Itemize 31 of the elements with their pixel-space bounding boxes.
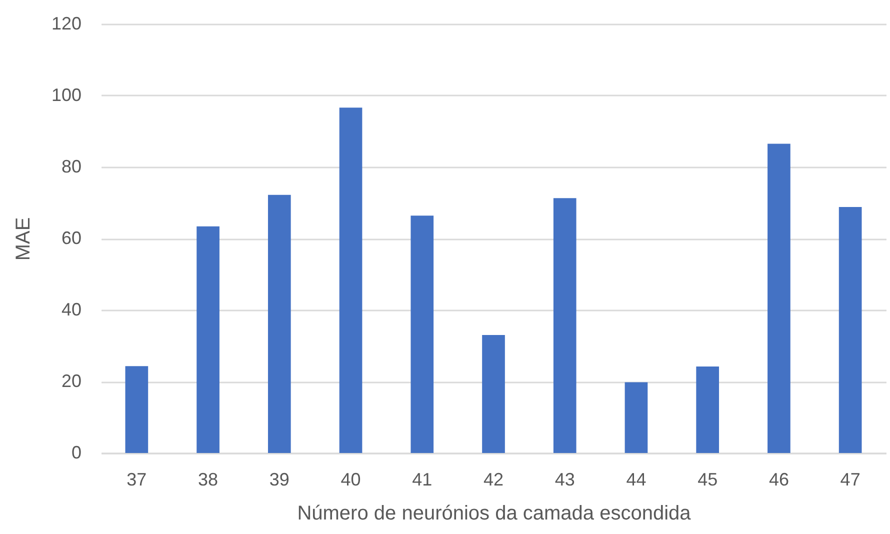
y-tick-label: 80 [61,156,82,176]
bar [696,366,720,453]
y-tick-label: 120 [51,14,82,34]
bar [838,207,862,453]
x-tick-label: 44 [626,470,646,490]
x-tick-label: 47 [840,470,860,490]
y-tick-label: 100 [51,85,82,105]
bar [339,108,362,453]
x-tick-label: 45 [698,470,718,490]
bar [482,335,505,453]
bar [768,144,790,453]
x-tick-label: 42 [483,470,504,490]
y-tick-label: 40 [61,300,82,320]
x-tick-label: 38 [198,470,218,490]
bar [553,198,576,453]
x-tick-label: 37 [126,470,147,490]
bar [624,382,648,453]
x-tick-label: 43 [554,470,575,490]
x-tick-label: 46 [768,470,789,490]
bar [410,216,434,453]
y-axis-title: MAE [12,217,34,261]
y-tick-label: 0 [71,442,82,462]
bar [268,194,291,453]
y-tick-label: 60 [61,228,82,248]
x-tick-label: 40 [340,470,361,490]
y-tick-label: 20 [61,371,82,391]
x-axis-title: Número de neurónios da camada escondida [297,502,692,524]
bar [125,366,148,453]
bar [196,226,220,453]
x-tick-label: 39 [269,470,290,490]
x-tick-label: 41 [412,470,432,490]
